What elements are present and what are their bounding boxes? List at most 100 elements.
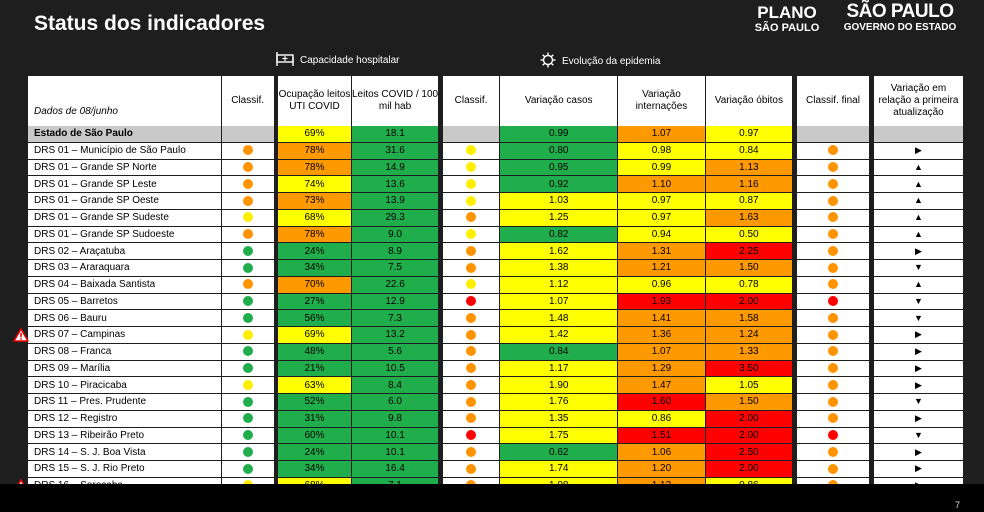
leitos-value: 7.5 xyxy=(351,259,440,277)
classif-hospital-dot xyxy=(242,463,253,474)
classif-epidemia-dot xyxy=(466,212,477,223)
region-name: DRS 12 – Registro xyxy=(28,410,222,428)
leitos-value: 5.6 xyxy=(351,343,440,361)
logo-sp-line1: SÃO PAULO xyxy=(846,1,954,22)
trend-arrow-icon: ▼ xyxy=(914,429,923,440)
variacao-obitos-value: 1.24 xyxy=(705,326,794,344)
trend-arrow-icon: ▶ xyxy=(915,245,922,256)
leitos-value: 14.9 xyxy=(351,159,440,177)
classif-hospital xyxy=(221,460,275,478)
region-name: DRS 01 – Grande SP Leste xyxy=(28,175,222,193)
classif-hospital xyxy=(221,343,275,361)
ocupacao-value: 69% xyxy=(278,326,352,344)
classif-final-dot xyxy=(828,162,838,173)
classif-epidemia xyxy=(442,343,501,361)
table-row: DRS 01 – Grande SP Norte 78% 14.9 0.95 0.99 1… xyxy=(28,159,964,177)
leitos-value: 7.3 xyxy=(351,309,440,327)
ocupacao-value: 69% xyxy=(278,126,352,143)
trend-arrow-icon: ▲ xyxy=(914,178,923,189)
ocupacao-value: 34% xyxy=(278,259,352,277)
classif-final xyxy=(796,192,871,210)
classif-epidemia xyxy=(442,142,501,160)
classif-hospital-dot xyxy=(242,178,253,189)
classif-final-dot xyxy=(828,178,838,189)
classif-epidemia-dot xyxy=(466,312,477,323)
classif-final-dot xyxy=(828,245,838,256)
table-header-row: Dados de 08/junho Classif. Ocupação leit… xyxy=(28,76,964,126)
classif-epidemia xyxy=(442,209,501,227)
classif-final xyxy=(796,242,871,260)
variacao-primeira: ▶ xyxy=(873,443,964,461)
trend-arrow-icon: ▲ xyxy=(914,279,923,290)
leitos-value: 8.4 xyxy=(351,376,440,394)
trend-arrow-icon: ▶ xyxy=(915,379,922,390)
classif-epidemia-dot xyxy=(466,229,477,240)
leitos-value: 31.6 xyxy=(351,142,440,160)
variacao-primeira: ▼ xyxy=(873,293,964,311)
trend-arrow-icon: ▶ xyxy=(915,346,922,357)
trend-arrow-icon: ▶ xyxy=(915,463,922,474)
classif-epidemia-dot xyxy=(466,296,477,307)
classif-epidemia-dot xyxy=(466,430,477,441)
classif-epidemia xyxy=(442,276,501,294)
leitos-value: 13.6 xyxy=(351,175,440,193)
variacao-obitos-value: 1.13 xyxy=(705,159,794,177)
classif-final xyxy=(796,293,871,311)
region-name: DRS 13 – Ribeirão Preto xyxy=(28,427,222,445)
classif-hospital xyxy=(221,159,275,177)
variacao-primeira: ▲ xyxy=(873,192,964,210)
ocupacao-value: 63% xyxy=(278,376,352,394)
classif-hospital-dot xyxy=(242,245,253,256)
variacao-internacoes-value: 1.21 xyxy=(617,259,706,277)
region-name: DRS 11 – Pres. Prudente xyxy=(28,393,222,411)
variacao-obitos-value: 1.50 xyxy=(705,259,794,277)
classif-final xyxy=(796,259,871,277)
classif-final xyxy=(796,393,871,411)
variacao-obitos-value: 1.05 xyxy=(705,376,794,394)
classif-hospital-dot xyxy=(242,229,253,240)
classif-final-dot xyxy=(828,279,838,290)
variacao-casos-value: 0.99 xyxy=(499,126,619,143)
classif-epidemia xyxy=(442,443,501,461)
variacao-primeira: ▶ xyxy=(873,376,964,394)
variacao-casos-value: 1.03 xyxy=(499,192,619,210)
ocupacao-value: 78% xyxy=(278,142,352,160)
variacao-obitos-value: 2.00 xyxy=(705,410,794,428)
variacao-casos-value: 1.48 xyxy=(499,309,619,327)
classif-final xyxy=(796,126,871,143)
classif-final-dot xyxy=(828,430,838,441)
variacao-internacoes-value: 1.20 xyxy=(617,460,706,478)
variacao-casos-value: 1.42 xyxy=(499,326,619,344)
leitos-value: 22.6 xyxy=(351,276,440,294)
classif-final-dot xyxy=(828,346,838,357)
classif-hospital xyxy=(221,410,275,428)
trend-arrow-icon: ▶ xyxy=(915,446,922,457)
variacao-primeira: ▼ xyxy=(873,309,964,327)
trend-arrow-icon: ▶ xyxy=(915,362,922,373)
classif-epidemia xyxy=(442,460,501,478)
classif-epidemia xyxy=(442,242,501,260)
classif-hospital-dot xyxy=(242,446,253,457)
table-row: DRS 14 – S. J. Boa Vista 24% 10.1 0.62 1.06 2… xyxy=(28,443,964,461)
classif-epidemia xyxy=(442,175,501,193)
region-name: DRS 10 – Piracicaba xyxy=(28,376,222,394)
variacao-primeira: ▶ xyxy=(873,142,964,160)
classif-hospital-dot xyxy=(242,379,253,390)
variacao-internacoes-value: 1.29 xyxy=(617,360,706,378)
variacao-casos-value: 0.92 xyxy=(499,175,619,193)
classif-epidemia xyxy=(442,427,501,445)
classif-epidemia-dot xyxy=(466,463,477,474)
trend-arrow-icon: ▶ xyxy=(915,413,922,424)
variacao-internacoes-value: 0.96 xyxy=(617,276,706,294)
variacao-casos-value: 0.62 xyxy=(499,443,619,461)
variacao-primeira: ▲ xyxy=(873,226,964,244)
table-row: DRS 06 – Bauru 56% 7.3 1.48 1.41 1.58 ▼ xyxy=(28,309,964,327)
classif-final-dot xyxy=(828,195,838,206)
variacao-internacoes-value: 1.51 xyxy=(617,427,706,445)
classif-hospital xyxy=(221,326,275,344)
classif-hospital-dot xyxy=(242,329,253,340)
classif-epidemia-dot xyxy=(466,363,477,374)
classif-hospital-dot xyxy=(242,262,253,273)
ocupacao-value: 78% xyxy=(278,226,352,244)
classif-hospital-dot xyxy=(242,195,253,206)
